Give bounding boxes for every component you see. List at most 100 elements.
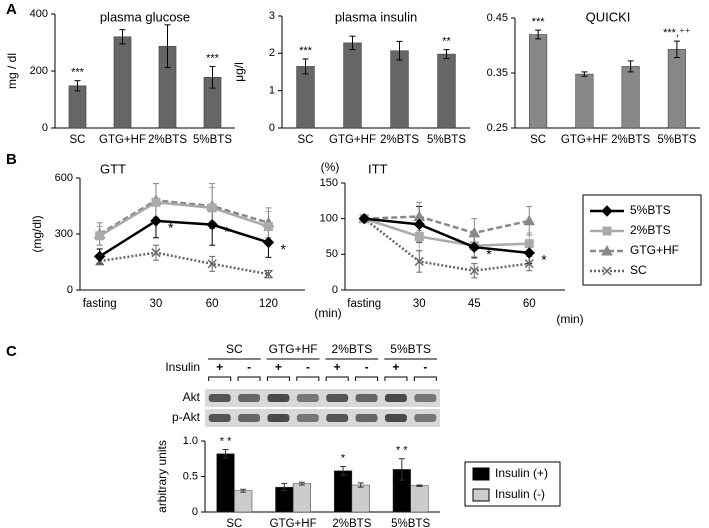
significance-label: * <box>224 223 230 239</box>
bar <box>410 485 429 513</box>
blot-bracket <box>237 376 261 381</box>
series-line <box>99 251 269 276</box>
bar <box>529 34 548 129</box>
x-tick-label: 60 <box>523 298 536 310</box>
blot-sign: + <box>216 360 223 374</box>
legend-label: SC <box>630 263 647 277</box>
panel-label: A <box>6 1 17 18</box>
y-tick-label: 150 <box>320 177 338 189</box>
marker <box>207 203 217 213</box>
marker <box>263 222 273 232</box>
blot-band <box>326 394 349 402</box>
chart-title: ITT <box>368 161 388 176</box>
legend-label: 2%BTS <box>630 223 671 237</box>
x-tick-label: GTG+HF <box>561 134 608 146</box>
significance-label: *** <box>71 67 85 79</box>
significance-label: * <box>486 246 492 262</box>
blot-group-label: 2%BTS <box>332 342 373 356</box>
y-tick-label: 50 <box>326 248 338 260</box>
marker <box>206 218 218 231</box>
chart-title: GTT <box>100 161 126 176</box>
blot-strip <box>205 389 440 407</box>
y-tick-label: 200 <box>30 65 48 77</box>
blot-bracket <box>266 376 290 381</box>
significance-label: * <box>341 452 346 464</box>
marker <box>468 226 481 238</box>
x-tick-label: GTG+HF <box>270 518 317 528</box>
blot-group-label: SC <box>226 342 243 356</box>
marker <box>358 212 370 225</box>
blot-bracket <box>208 376 232 381</box>
x-tick-label: fasting <box>347 298 381 310</box>
marker <box>93 250 106 263</box>
blot-sign: - <box>247 360 251 374</box>
blot-bracket <box>325 376 349 381</box>
bar <box>575 73 594 129</box>
marker <box>523 247 535 259</box>
x-tick-label: 2%BTS <box>611 134 650 146</box>
y-axis-label: arbitrary units <box>155 440 169 513</box>
significance-label: *** <box>299 45 313 57</box>
y-axis-label: mg / dl <box>5 53 19 89</box>
x-tick-label: SC <box>70 134 86 146</box>
y-tick-label: 0 <box>192 506 198 518</box>
y-axis-label: μg/l <box>232 62 246 82</box>
blot-row-label: Akt <box>183 390 201 404</box>
significance-label: * * <box>220 435 232 447</box>
bar <box>351 484 370 513</box>
legend-swatch <box>472 467 490 481</box>
x-tick-label: 2%BTS <box>332 518 371 528</box>
marker <box>150 215 162 227</box>
significance-label: ***,⁺⁺ <box>663 27 691 39</box>
legend-swatch <box>472 488 490 502</box>
legend-marker <box>601 205 613 217</box>
bar <box>68 85 87 129</box>
x-tick-label: GTG+HF <box>329 134 376 146</box>
legend-label: 5%BTS <box>630 203 671 217</box>
bar <box>667 49 686 129</box>
blot-band <box>208 414 231 422</box>
y-tick-label: 1 <box>269 85 275 97</box>
marker <box>524 259 534 269</box>
blot-sign: + <box>392 360 399 374</box>
y-tick-label: 400 <box>30 8 48 20</box>
marker <box>469 266 479 276</box>
x-tick-label: 2%BTS <box>380 134 419 146</box>
y-tick-label: 1.0 <box>183 435 198 447</box>
x-axis-label: (min) <box>314 306 341 320</box>
x-tick-label: 5%BTS <box>391 518 430 528</box>
blot-bracket <box>413 376 437 381</box>
y-tick-label: 0 <box>269 122 275 134</box>
x-tick-label: SC <box>530 134 546 146</box>
bar <box>292 483 311 513</box>
bar <box>113 36 132 129</box>
blot-band <box>355 414 378 422</box>
x-tick-label: 120 <box>259 298 278 310</box>
x-tick-label: 2%BTS <box>148 134 187 146</box>
marker <box>523 214 536 226</box>
series-line <box>363 217 530 248</box>
y-tick-label: 0.35 <box>487 67 508 79</box>
y-axis-label: (%) <box>321 160 340 174</box>
bar <box>343 42 362 129</box>
marker <box>263 269 273 279</box>
x-tick-label: 5%BTS <box>427 134 466 146</box>
blot-band <box>296 414 319 422</box>
y-tick-label: 0.25 <box>487 122 508 134</box>
series-line <box>363 217 530 273</box>
significance-label: * <box>168 220 174 236</box>
series-line <box>364 215 530 235</box>
blot-band <box>267 394 290 402</box>
x-tick-label: GTG+HF <box>99 134 146 146</box>
bar <box>437 53 456 129</box>
bar <box>216 453 235 513</box>
y-tick-label: 0 <box>332 284 338 296</box>
legend-marker <box>602 226 612 236</box>
x-tick-label: fasting <box>83 298 117 310</box>
legend-label: GTG+HF <box>630 243 679 257</box>
blot-insulin-label: Insulin <box>165 360 200 374</box>
y-tick-label: 600 <box>55 172 73 184</box>
blot-band <box>384 414 407 422</box>
bar <box>390 50 409 129</box>
